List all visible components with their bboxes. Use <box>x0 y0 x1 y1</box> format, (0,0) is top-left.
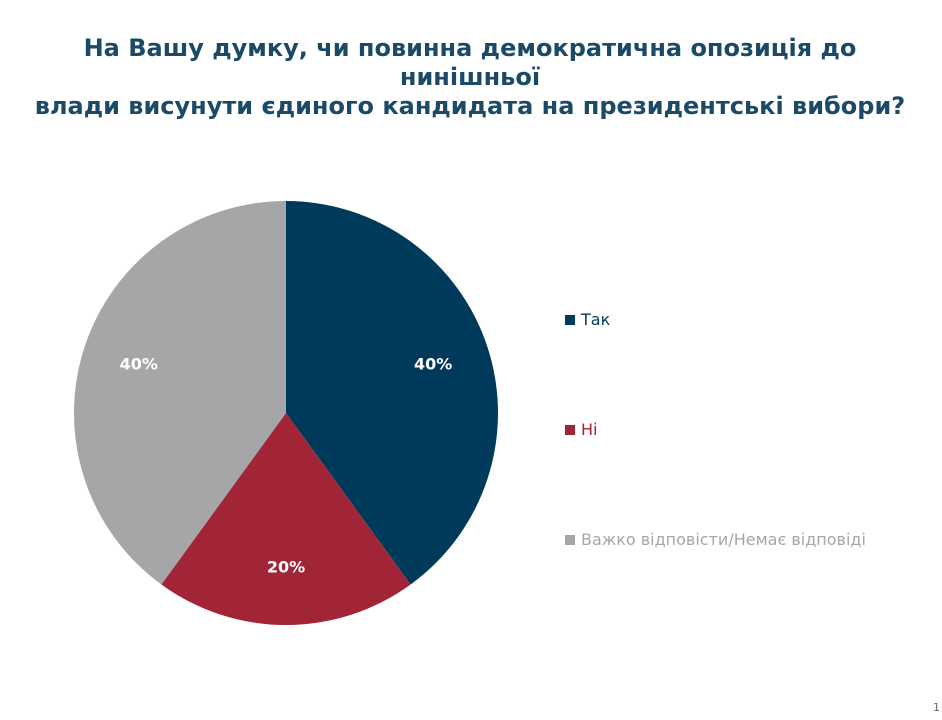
pie-slice-tak <box>286 201 498 585</box>
legend-swatch-vazhko <box>565 534 575 545</box>
legend-item-vazhko: Важко відповісти/Немає відповіді <box>565 530 866 549</box>
legend-label-tak: Так <box>581 310 611 329</box>
pie-slice-ni <box>161 413 411 625</box>
slice-label-vazhko: 40% <box>120 355 158 374</box>
title-line-1: На Вашу думку, чи повинна демократична о… <box>83 34 857 91</box>
legend-swatch-tak <box>565 314 575 325</box>
pie-slice-vazhko <box>74 201 286 585</box>
legend-label-ni: Ні <box>581 420 598 439</box>
legend-item-ni: Ні <box>565 420 597 439</box>
slice-label-tak: 40% <box>414 355 452 374</box>
page-number: 1 <box>933 701 940 714</box>
legend-label-vazhko: Важко відповісти/Немає відповіді <box>581 530 866 549</box>
title-line-2: влади висунути єдиного кандидата на през… <box>34 92 906 120</box>
legend-swatch-ni <box>565 424 575 435</box>
chart-title: На Вашу думку, чи повинна демократична о… <box>20 34 920 121</box>
slice-label-ni: 20% <box>267 557 305 576</box>
legend-item-tak: Так <box>565 310 610 329</box>
